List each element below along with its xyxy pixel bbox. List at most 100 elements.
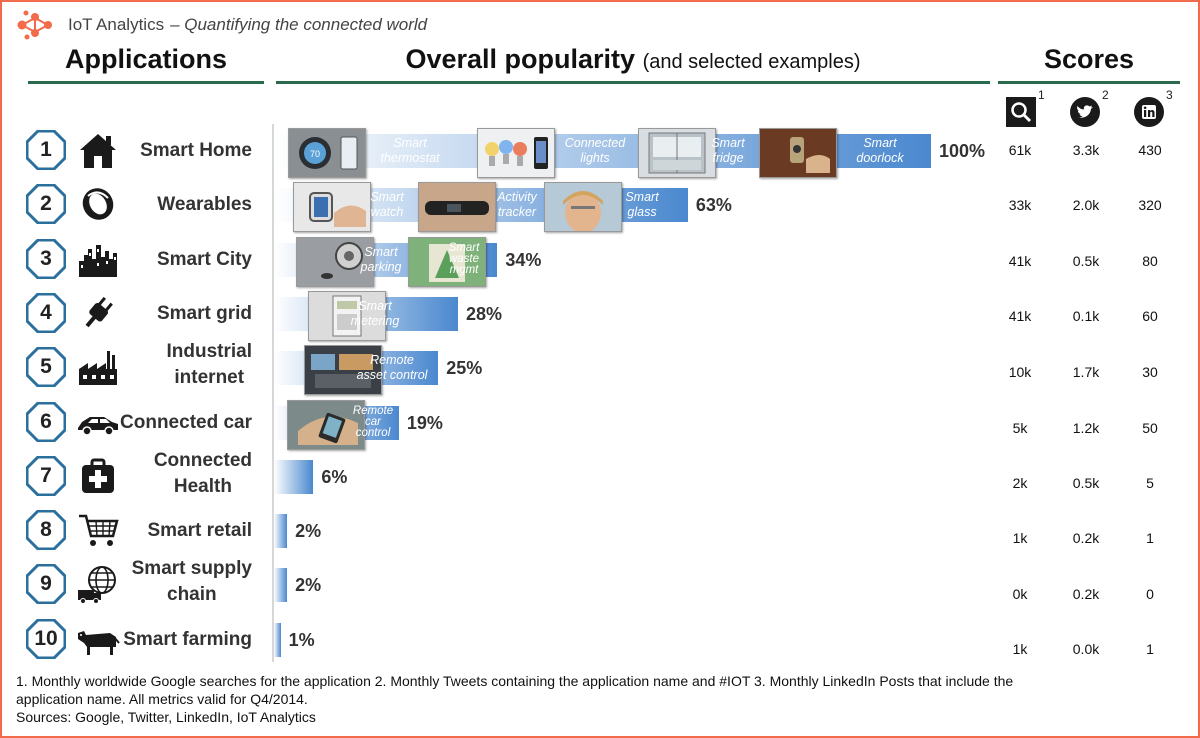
application-label: Smart grid (157, 301, 252, 327)
application-label-line: Smart farming (123, 628, 252, 650)
example-label: Smart glass (620, 190, 664, 220)
example-label-line: Smart (364, 244, 398, 259)
search-footnote-mark: 1 (1038, 88, 1045, 102)
example-label-line: Remote (370, 353, 414, 368)
tweets-score: 0.2k (1072, 530, 1100, 547)
rank-number: 3 (40, 246, 52, 270)
example-photo-tracker (418, 182, 496, 233)
example-label: Smart metering (348, 299, 402, 329)
linkedin-posts-score: 1 (1146, 530, 1154, 547)
example-label-line: Smart (863, 136, 897, 150)
bar-value-label: 19% (406, 412, 443, 433)
application-label-line: Smart supply (131, 558, 252, 580)
example-label-line: car (365, 416, 381, 428)
example-label-line: glass (627, 205, 657, 220)
application-label: Smart farming (123, 627, 252, 653)
scores-rule (998, 81, 1180, 84)
example-label-line: mgmt (449, 264, 479, 277)
bar-value-label: 63% (695, 195, 732, 216)
linkedin-posts-score: 80 (1142, 252, 1158, 269)
example-label-line: lights (580, 151, 610, 165)
twitter-icon (1070, 97, 1100, 127)
application-label-line: Industrial (166, 341, 252, 363)
application-label-line: internet (174, 367, 245, 389)
scores-title: Scores (1043, 44, 1135, 74)
google-searches-score: 33k (1008, 197, 1032, 214)
rank-number: 7 (40, 463, 52, 487)
linkedin-posts-score: 50 (1142, 419, 1158, 436)
example-label: Smart watch (367, 190, 407, 220)
example-label: Smart thermostat (372, 136, 448, 166)
bar-value-label: 25% (446, 358, 483, 379)
example-label-line: metering (350, 313, 400, 328)
rank-badge: 3 (25, 238, 67, 280)
example-photo-waste (408, 236, 486, 287)
rank-badge: 7 (25, 455, 67, 497)
rank-number: 1 (40, 138, 52, 161)
bar-value-label: 6% (321, 466, 348, 487)
network-logo-icon (17, 10, 52, 40)
google-searches-score: 0k (1012, 585, 1028, 602)
example-label: Activity tracker (492, 190, 542, 220)
google-searches-score: 1k (1012, 641, 1028, 658)
google-searches-score: 61k (1008, 142, 1032, 158)
bar-value-label: 2% (295, 575, 322, 596)
example-photo-fridge (638, 128, 716, 178)
house-icon (76, 130, 120, 170)
linkedin-posts-score: 1 (1146, 641, 1154, 658)
example-label: Smart parking (360, 245, 402, 275)
application-label-line: Smart City (156, 248, 252, 270)
brand-tagline: – Quantifying the connected world (170, 15, 428, 34)
application-label: Smart City (157, 247, 252, 273)
application-label-line: chain (167, 584, 217, 606)
example-photo-meter (308, 290, 386, 341)
bar-value-label: 100% (939, 141, 986, 161)
search-icon (1006, 97, 1036, 127)
application-label-line: Smart Home (140, 140, 252, 161)
car-icon (76, 402, 120, 442)
popularity-rule (276, 81, 990, 84)
google-searches-score: 10k (1008, 363, 1032, 380)
example-label-line: Smart (370, 190, 404, 205)
example-label-line: waste (448, 253, 480, 266)
rank-number: 2 (40, 192, 52, 216)
example-photo-thermostat: 70 (288, 128, 366, 178)
rank-badge: 6 (25, 401, 67, 442)
example-label-line: thermostat (380, 151, 440, 165)
example-photo-watch (293, 182, 371, 233)
application-label: Wearables (157, 192, 252, 218)
popularity-title: Overall popularity (405, 44, 636, 74)
applications-title: Applications (64, 44, 227, 74)
application-label-line: Wearables (157, 194, 252, 216)
popularity-bar (274, 568, 288, 603)
example-label-line: control (355, 427, 391, 439)
application-label: Smart supply chain (132, 556, 252, 608)
example-label: Smart fridge (708, 136, 748, 166)
popularity-bar (274, 514, 288, 549)
cart-icon (76, 510, 120, 550)
google-searches-score: 41k (1008, 252, 1032, 269)
rank-badge: 9 (25, 563, 67, 605)
twitter-footnote-mark: 2 (1102, 88, 1109, 102)
example-photo-parking (296, 236, 374, 287)
example-label: Smart waste mgmt (444, 242, 484, 277)
rank-number: 4 (40, 300, 52, 324)
application-label-line: Connected car (120, 411, 252, 433)
tweets-score: 0.5k (1072, 252, 1100, 269)
example-label: Remote asset control (352, 353, 432, 383)
footnote-line-2: application name. All metrics valid for … (16, 691, 308, 707)
google-searches-score: 5k (1012, 419, 1028, 436)
example-label-line: tracker (497, 205, 537, 220)
bar-value-label: 34% (505, 249, 542, 270)
tweets-score: 0.1k (1072, 308, 1100, 325)
tweets-score: 2.0k (1072, 197, 1100, 214)
application-row: 9 Smart supply chain 2% 0k 0.2k 0 (2, 558, 1198, 612)
google-searches-score: 2k (1012, 474, 1028, 491)
application-label-line: Smart grid (156, 302, 252, 324)
example-label-line: fridge (712, 151, 744, 165)
rank-number: 9 (40, 572, 52, 596)
linkedin-posts-score: 0 (1146, 585, 1154, 602)
example-label-line: Smart (711, 136, 745, 150)
example-label-line: Connected (564, 136, 626, 150)
popularity-bar (274, 459, 314, 494)
